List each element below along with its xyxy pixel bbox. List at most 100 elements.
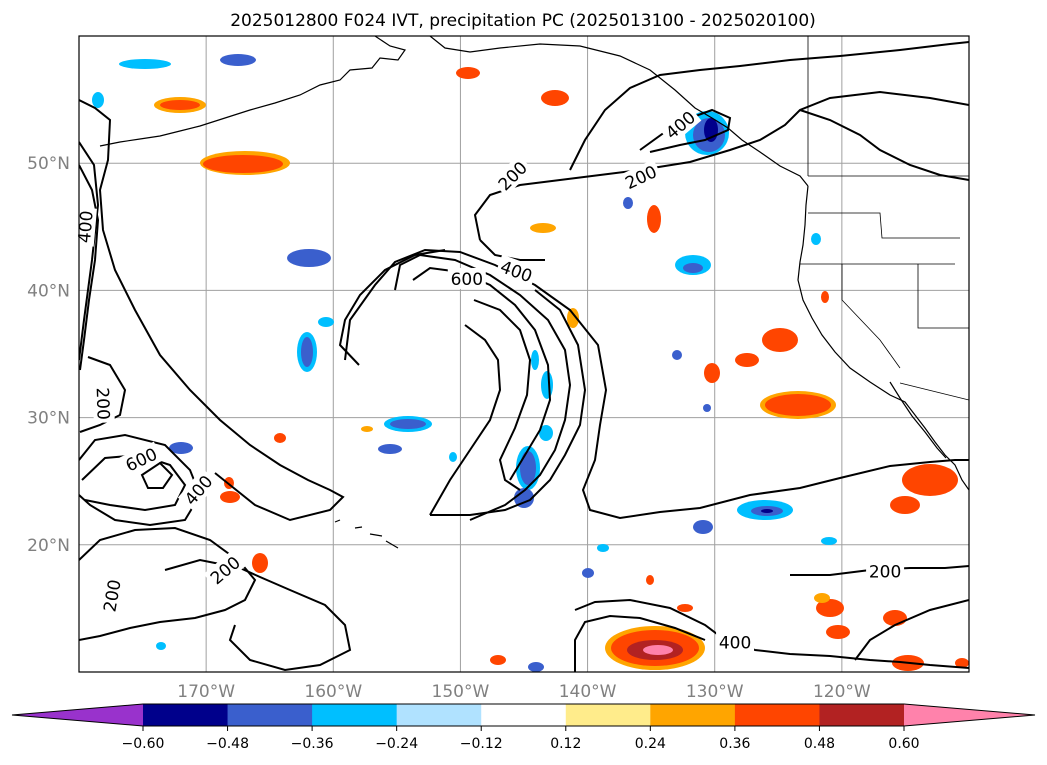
ivt-contour-label: 200: [97, 575, 126, 617]
precip-positive-patch: [883, 610, 907, 626]
precip-positive-patch: [643, 645, 673, 655]
colorbar-tick-label: −0.24: [375, 736, 418, 752]
axis-labels: 170°W 160°W 150°W 140°W 130°W 120°W 50°N 40°N 30…: [27, 154, 871, 702]
ivt-contour-200: [79, 356, 127, 433]
contour-label-text: 400: [719, 634, 751, 654]
ivt-contour-200: [569, 41, 969, 171]
lon-tick-label: 160°W: [304, 682, 362, 702]
precip-negative-patch: [390, 419, 426, 429]
precipitation-shading: [92, 54, 969, 672]
precip-negative-patch: [318, 317, 334, 327]
precip-positive-patch: [704, 363, 720, 383]
precip-negative-patch: [528, 662, 544, 672]
north-america-coast: [797, 185, 969, 491]
ivt-contour-400: [394, 253, 572, 521]
precip-positive-patch: [160, 100, 200, 110]
precip-positive-patch: [762, 328, 798, 352]
precip-positive-patch: [826, 625, 850, 639]
us-state-border: [841, 264, 901, 369]
us-mexico-border: [899, 382, 969, 401]
ivt-contour-200: [79, 141, 100, 361]
precip-positive-patch: [361, 426, 373, 432]
precip-positive-patch: [677, 604, 693, 612]
colorbar-extend-low: [12, 704, 143, 726]
precip-negative-patch: [287, 249, 331, 267]
ivt-contour-400: [81, 453, 187, 512]
contour-label-background: [716, 631, 755, 653]
ivt-contour-200: [799, 109, 969, 181]
precip-positive-patch: [821, 291, 829, 303]
ivt-contour-200: [79, 526, 257, 641]
lat-tick-label: 30°N: [27, 409, 70, 429]
lat-tick-label: 50°N: [27, 154, 70, 174]
precip-positive-patch: [890, 496, 920, 514]
precip-negative-patch: [92, 92, 104, 108]
precip-negative-patch: [541, 371, 553, 399]
colorbar-tick-label: −0.48: [206, 736, 249, 752]
precip-negative-patch: [703, 404, 711, 412]
precip-positive-patch: [220, 491, 240, 503]
lon-tick-label: 140°W: [559, 682, 617, 702]
precip-positive-patch: [530, 223, 556, 233]
contour-label-background: [491, 154, 534, 197]
alaska-coast: [99, 36, 406, 147]
colorbar-segment: [312, 704, 398, 726]
contour-label-background: [177, 468, 219, 512]
precip-positive-patch: [955, 658, 969, 668]
ivt-contour-200: [79, 99, 345, 522]
contour-label-background: [97, 575, 126, 617]
lon-tick-label: 150°W: [432, 682, 490, 702]
colorbar-tick-label: −0.60: [122, 736, 165, 752]
precip-negative-patch: [597, 544, 609, 552]
precip-positive-patch: [816, 599, 844, 617]
ivt-contour-label: 600: [447, 267, 486, 290]
precip-negative-patch: [449, 452, 457, 462]
colorbar-segment: [565, 704, 651, 726]
precip-negative-patch: [520, 451, 536, 485]
precip-positive-patch: [814, 593, 830, 603]
precip-negative-patch: [514, 488, 534, 508]
precip-positive-patch: [647, 205, 661, 233]
ivt-contour-label: 400: [716, 631, 755, 654]
ivt-contour-label: 200: [866, 560, 905, 583]
precip-positive-patch: [541, 90, 569, 106]
precip-positive-patch: [735, 353, 759, 367]
colorbar-tick-label: −0.36: [291, 736, 334, 752]
colorbar-segment: [143, 704, 229, 726]
contour-label-background: [495, 254, 538, 288]
ivt-contour-200: [429, 324, 502, 516]
colorbar-tick-label: 0.24: [635, 736, 666, 752]
precip-positive-patch: [765, 394, 831, 416]
precip-negative-patch: [623, 197, 633, 209]
lon-tick-label: 130°W: [686, 682, 744, 702]
contour-label-background: [658, 104, 702, 145]
alaska-gulf-coast: [429, 36, 809, 187]
precip-negative-patch: [220, 54, 256, 66]
precip-negative-patch: [378, 444, 402, 454]
precip-negative-patch: [821, 537, 837, 545]
colorbar-tick-label: −0.12: [460, 736, 503, 752]
us-state-border: [808, 212, 960, 239]
colorbar-segment: [227, 704, 313, 726]
contour-label-background: [92, 384, 115, 423]
precip-negative-patch: [672, 350, 682, 360]
precip-negative-patch: [683, 263, 703, 273]
ivt-contour-200: [344, 248, 969, 520]
ivt-contour-200: [854, 599, 969, 661]
contour-label-background: [447, 267, 486, 289]
hawaii-islands: [334, 519, 399, 549]
contour-label-text: 600: [451, 270, 483, 290]
baja-california-coast: [889, 381, 947, 459]
ivt-contour-label: 400: [72, 206, 98, 247]
contour-label-background: [866, 560, 905, 582]
ivt-contour-200: [338, 249, 446, 366]
ivt-contour-400: [574, 614, 706, 672]
ivt-contour-200: [574, 598, 969, 669]
precip-negative-patch: [693, 520, 713, 534]
precip-positive-patch: [456, 67, 480, 79]
contour-label-background: [119, 441, 163, 477]
contour-label-text: 400: [75, 210, 98, 244]
colorbar-segment: [819, 704, 905, 726]
map-frame: [78, 35, 970, 673]
